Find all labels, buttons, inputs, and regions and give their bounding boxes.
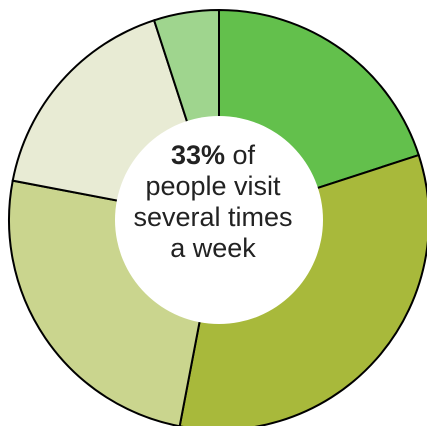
center-label: 33% of people visit several times a week bbox=[113, 140, 313, 264]
center-percentage: 33% bbox=[170, 140, 225, 170]
center-label-of: of bbox=[232, 140, 256, 170]
center-label-line-3: several times bbox=[133, 202, 293, 232]
center-label-line-2: people visit bbox=[145, 171, 281, 201]
donut-hole bbox=[115, 116, 323, 324]
center-label-line-1: 33% of bbox=[113, 140, 313, 171]
center-label-line-4: a week bbox=[170, 233, 256, 263]
